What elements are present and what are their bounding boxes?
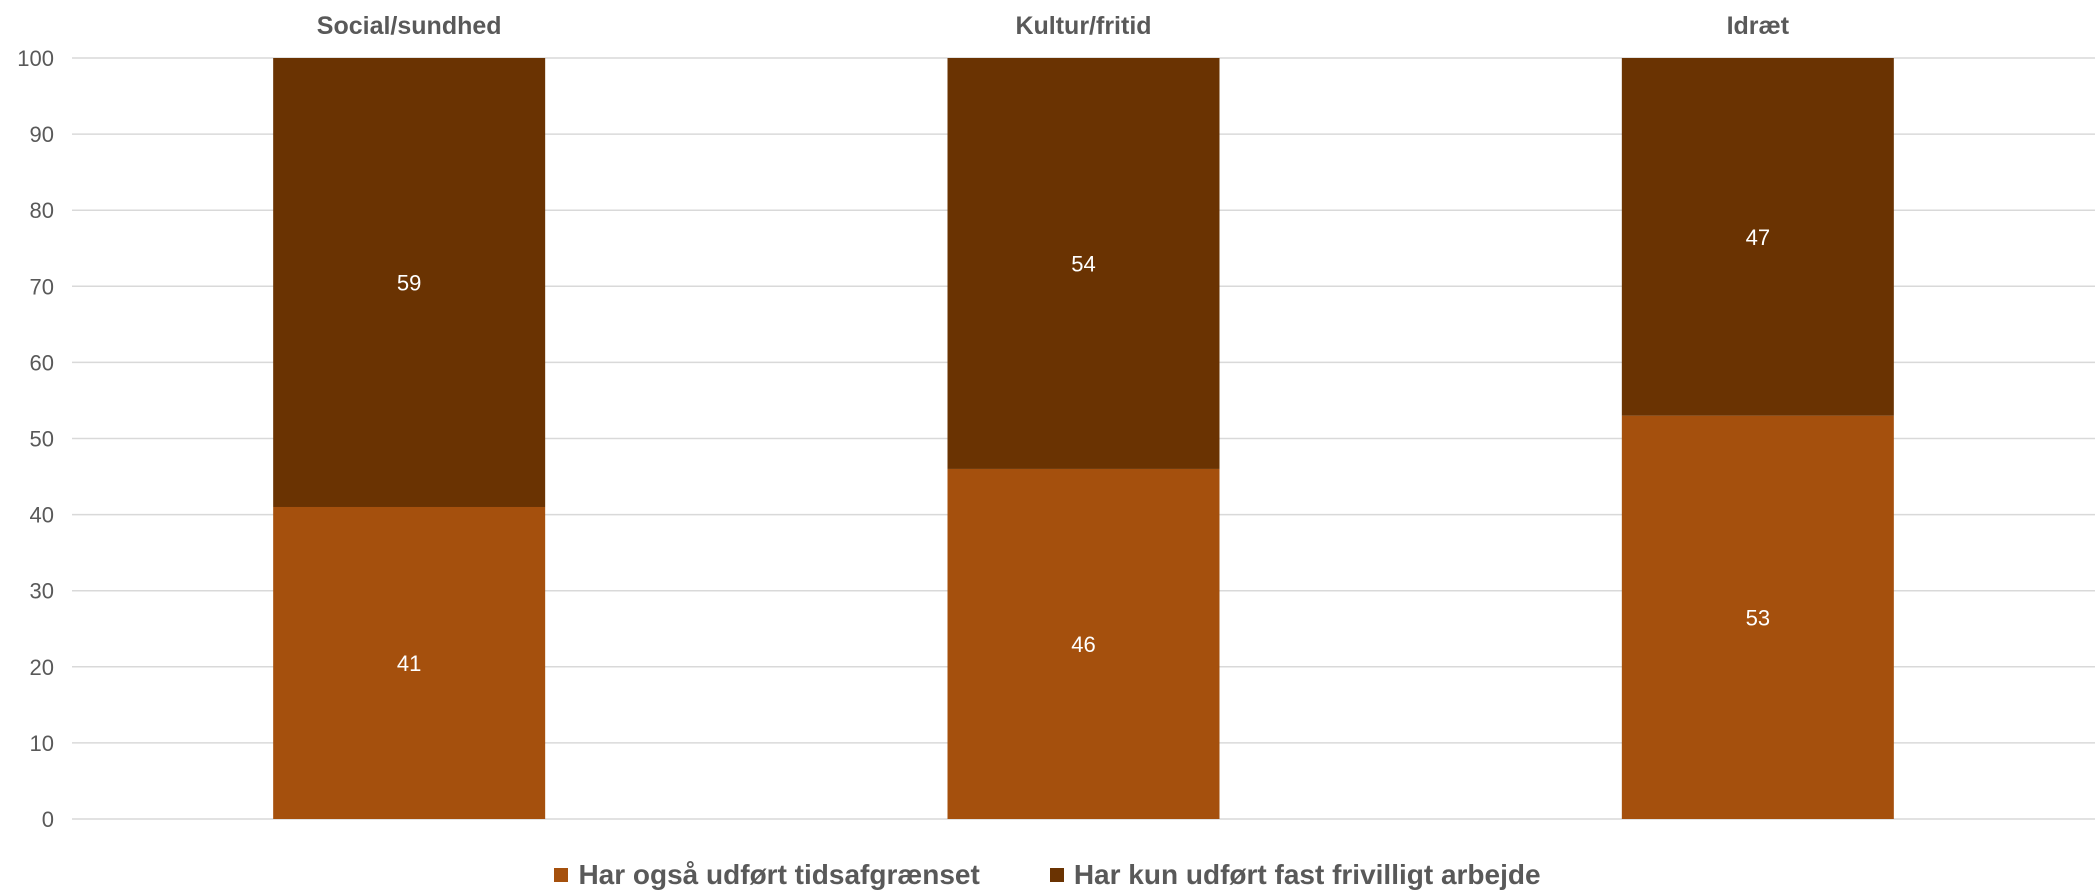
bars: 41 59 46 54 53 47 — [273, 58, 1894, 819]
bar-segment-2 — [273, 58, 546, 507]
category-label: Social/sundhed — [317, 12, 502, 40]
y-tick-label: 0 — [42, 807, 54, 832]
legend-item-2: Har kun udført fast frivilligt arbejde — [1049, 859, 1541, 891]
legend: Har også udført tidsafgrænset Har kun udf… — [0, 858, 2095, 892]
bar-segment-1 — [273, 506, 546, 819]
legend-label: Har også udført tidsafgrænset — [578, 859, 980, 890]
data-label: 47 — [1746, 225, 1770, 250]
legend-swatch — [554, 868, 569, 882]
legend-label: Har kun udført fast frivilligt arbejde — [1073, 859, 1541, 890]
data-label: 59 — [397, 270, 421, 295]
y-tick-label: 90 — [30, 122, 54, 147]
stacked-bar-chart: 0 10 20 30 40 50 60 70 80 90 100 41 59 46 54 53 47 Soci… — [17, 12, 2095, 832]
data-label: 53 — [1746, 605, 1770, 630]
y-tick-label: 100 — [17, 46, 54, 71]
y-tick-label: 60 — [30, 350, 54, 375]
data-label: 54 — [1071, 251, 1095, 276]
y-tick-label: 30 — [30, 579, 54, 604]
y-tick-label: 50 — [30, 427, 54, 452]
bar-segment-2 — [947, 58, 1220, 469]
y-tick-label: 40 — [30, 503, 54, 528]
category-label: Kultur/fritid — [1015, 12, 1151, 40]
bar-segment-1 — [947, 468, 1220, 819]
data-label: 41 — [397, 651, 421, 676]
bar-segment-2 — [1621, 58, 1894, 416]
bar-segment-1 — [1621, 415, 1894, 819]
legend-item-1: Har også udført tidsafgrænset — [554, 859, 980, 891]
y-tick-label: 20 — [30, 655, 54, 680]
legend-swatch — [1049, 868, 1064, 882]
category-label: Idræt — [1727, 12, 1790, 40]
y-tick-label: 70 — [30, 274, 54, 299]
data-label: 46 — [1071, 632, 1095, 657]
category-labels: Social/sundhed Kultur/fritid Idræt — [317, 12, 1790, 40]
y-tick-label: 10 — [30, 731, 54, 756]
y-tick-label: 80 — [30, 198, 54, 223]
y-axis-ticks: 0 10 20 30 40 50 60 70 80 90 100 — [17, 46, 54, 832]
